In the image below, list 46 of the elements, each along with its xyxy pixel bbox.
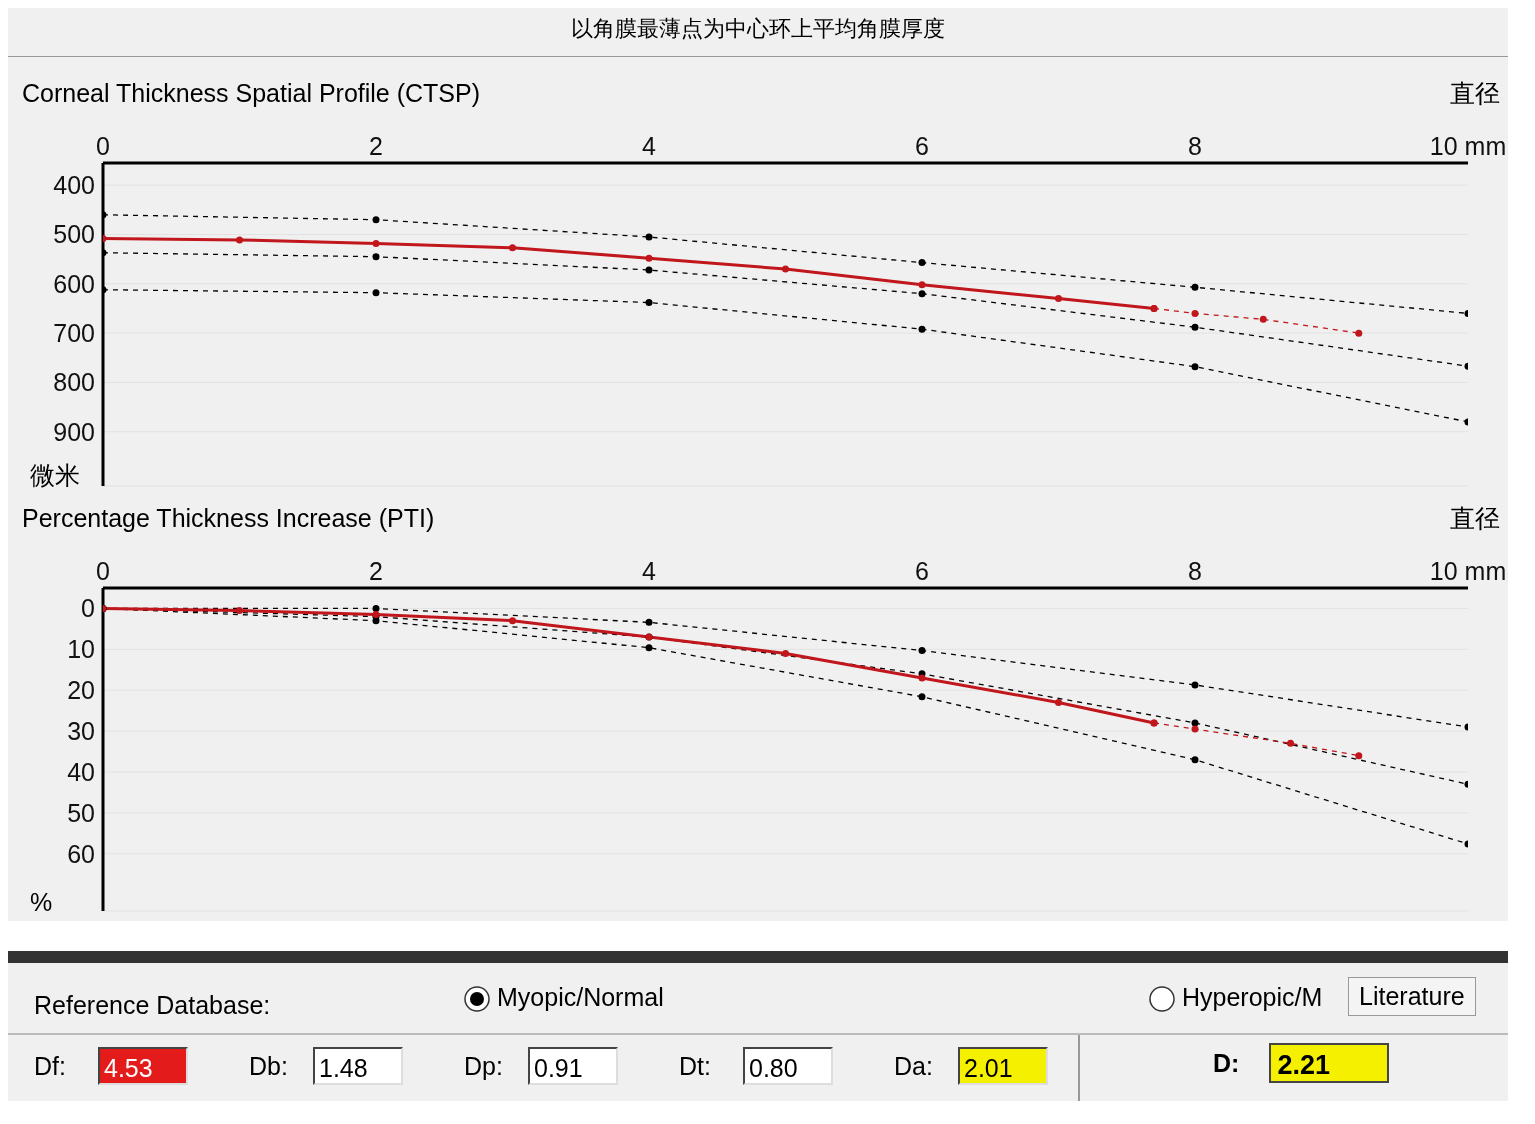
x-tick-label: 2 <box>369 557 383 585</box>
x-tick-label: 2 <box>369 132 383 160</box>
text: 0.91 <box>528 1047 618 1085</box>
y-tick-label: 400 <box>53 171 95 200</box>
x-tick-label: 6 <box>915 557 929 585</box>
text: Da: <box>894 1051 934 1081</box>
y-tick-label: 10 <box>67 635 95 664</box>
text: Db: <box>249 1051 289 1081</box>
y-tick-label: 900 <box>53 417 95 446</box>
chart-title: Percentage Thickness Increase (PTI) <box>22 504 435 533</box>
x-tick-label: 8 <box>1188 132 1202 160</box>
text: Literature <box>1348 977 1476 1016</box>
text: 0.80 <box>743 1047 833 1085</box>
text: Hyperopic/M <box>1181 983 1323 1013</box>
text: 2.21 <box>1269 1043 1390 1083</box>
y-tick-label: 700 <box>53 319 95 347</box>
text: D: <box>1213 1048 1240 1078</box>
x-tick-label: 4 <box>642 132 657 160</box>
y-tick-label: 800 <box>53 368 95 397</box>
y-tick-label: 60 <box>67 839 95 868</box>
text: Dt: <box>679 1051 712 1081</box>
y-tick-label: 40 <box>67 757 95 786</box>
y-tick-label: 30 <box>67 716 95 745</box>
x-tick-label: 4 <box>642 557 657 585</box>
text: Dp: <box>464 1051 504 1081</box>
y-tick-label: 0 <box>81 594 95 623</box>
text: Df: <box>34 1051 67 1081</box>
x-axis-title: 直径 <box>1450 503 1500 534</box>
y-axis-title: % <box>30 888 53 917</box>
x-tick-label: 8 <box>1188 557 1202 585</box>
text: 1.48 <box>313 1047 403 1085</box>
y-tick-label: 600 <box>53 269 95 298</box>
y-tick-label: 500 <box>53 220 95 249</box>
chart-subtitle: Corneal Thickness Spatial Profile (CTSP) <box>22 79 481 108</box>
x-tick-label: 10 mm <box>1429 132 1507 160</box>
text: 2.01 <box>958 1047 1048 1085</box>
x-tick-label: 6 <box>915 132 929 160</box>
x-tick-label: 10 mm <box>1429 557 1507 585</box>
y-axis-title: 微米 <box>30 460 80 491</box>
text: Reference Database: <box>34 991 271 1020</box>
text: Myopic/Normal <box>496 983 664 1013</box>
text: 4.53 <box>98 1047 188 1085</box>
y-tick-label: 20 <box>67 676 95 705</box>
chart-title: 以角膜最薄点为中心环上平均角膜厚度 <box>8 8 1508 57</box>
y-tick-label: 50 <box>67 798 95 827</box>
x-axis-title: 直径 <box>1450 78 1500 109</box>
